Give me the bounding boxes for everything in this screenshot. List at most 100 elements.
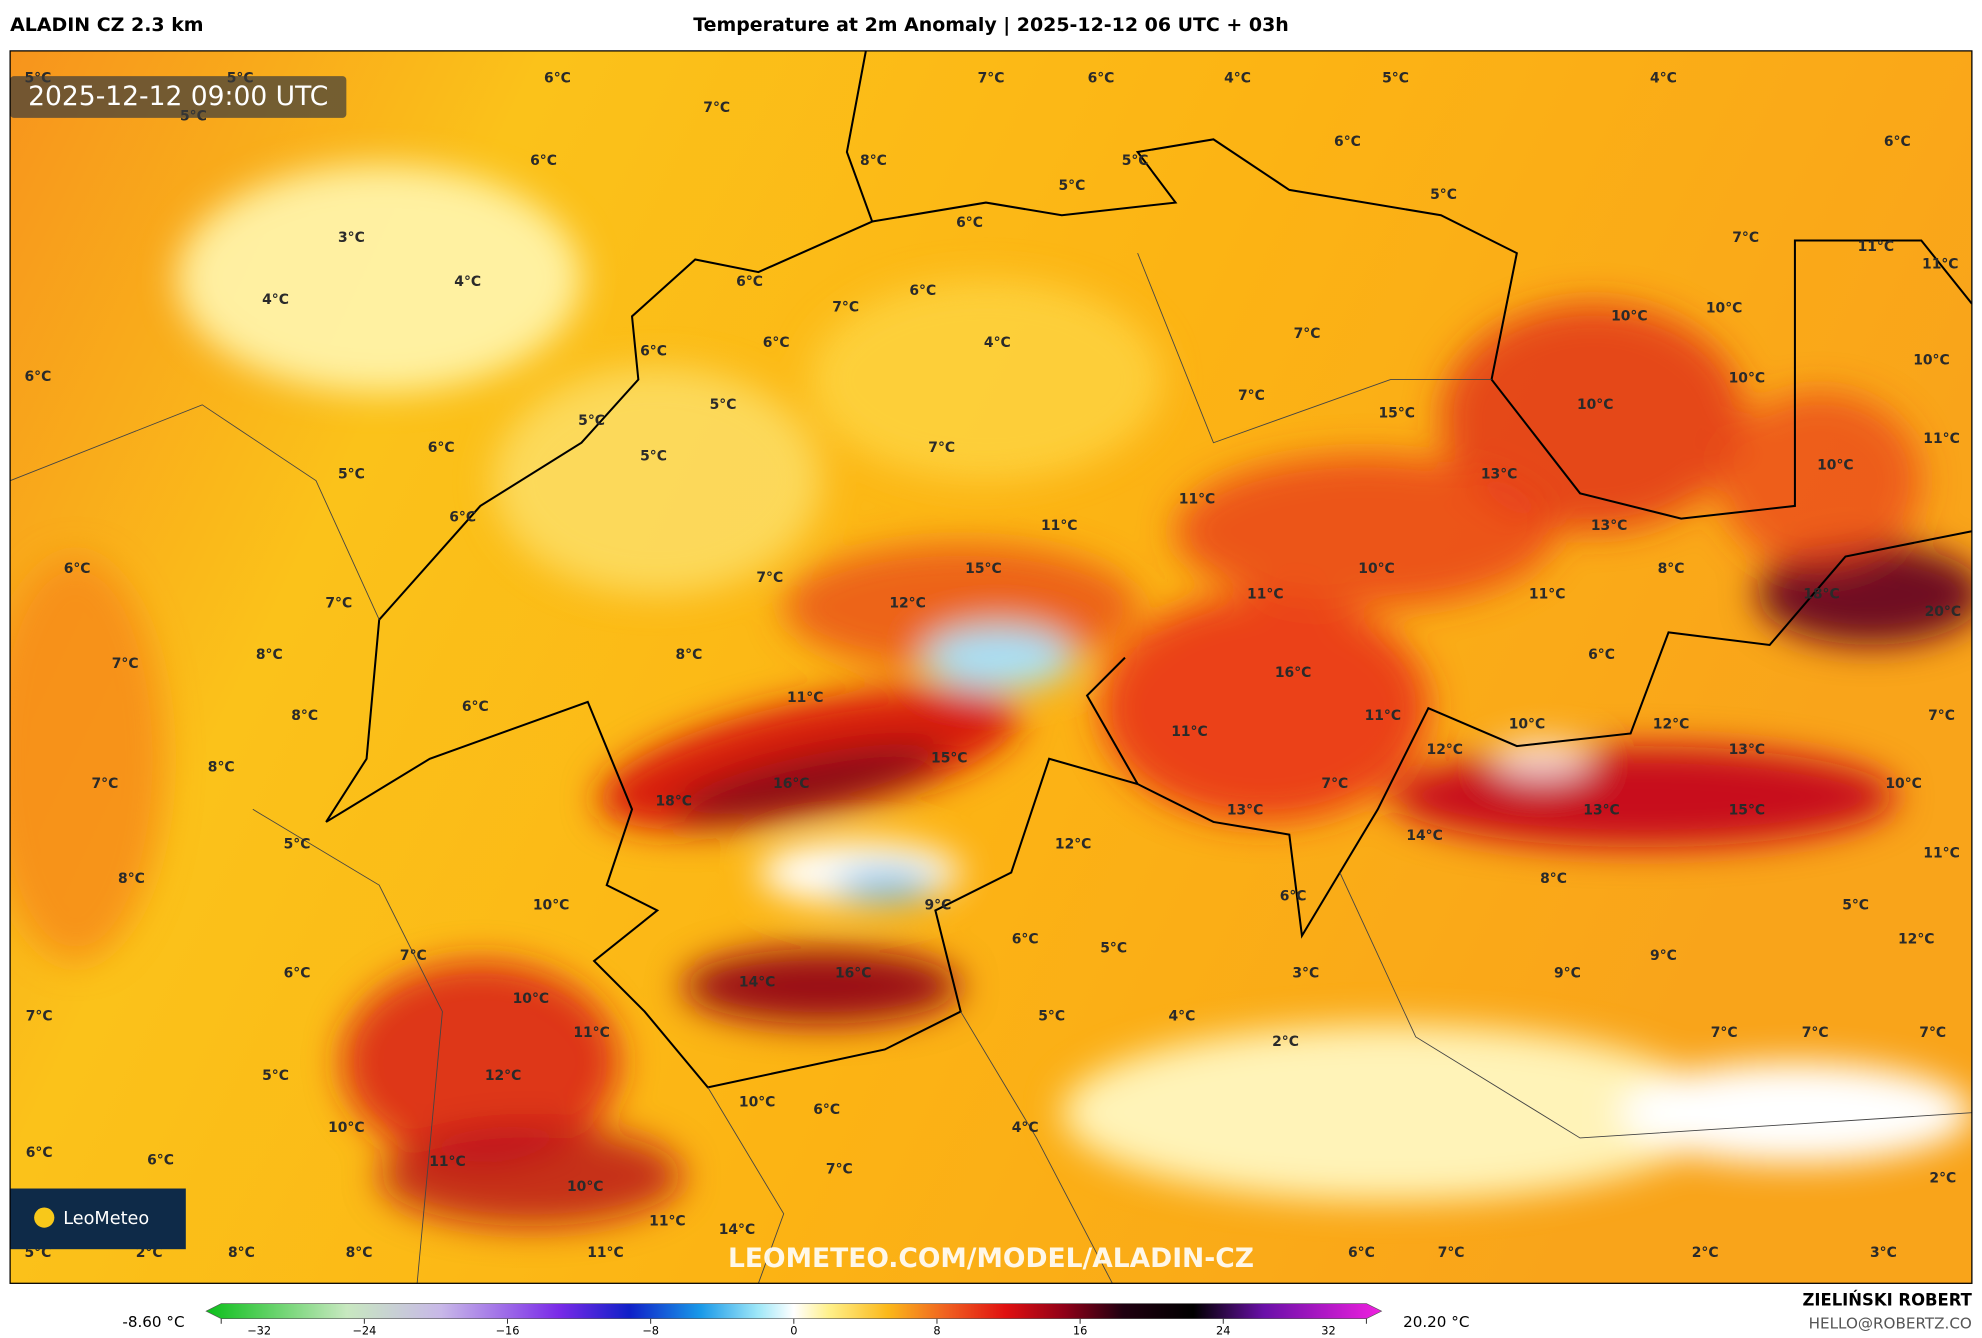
temperature-label: 6°C — [1348, 1245, 1375, 1261]
temperature-label: 6°C — [530, 153, 557, 169]
temperature-label: 16°C — [835, 966, 871, 982]
temperature-label: 8°C — [860, 153, 887, 169]
temperature-label: 5°C — [1382, 71, 1409, 87]
temperature-label: 18°C — [655, 794, 691, 810]
temperature-label: 7°C — [1294, 326, 1321, 342]
temperature-label: 5°C — [1430, 187, 1457, 203]
temperature-label: 7°C — [1438, 1245, 1465, 1261]
temperature-labels: 5°C 5°C 6°C 7°C 7°C 6°C 4°C 5°C 4°C 6°C 5°C 6°C 8°C 5… — [25, 71, 1962, 1261]
colorbar-tick-label: 16 — [1073, 1323, 1087, 1337]
temperature-label: 10°C — [1706, 301, 1742, 317]
temperature-label: 16°C — [1275, 665, 1311, 681]
temperature-field — [10, 164, 1972, 1227]
temperature-label: 8°C — [291, 708, 318, 724]
contact: HELLO@ROBERTZ.CO — [1809, 1314, 1972, 1332]
temperature-label: 6°C — [284, 966, 311, 982]
colorbar-max: 20.20 °C — [1403, 1313, 1469, 1331]
temperature-label: 7°C — [832, 299, 859, 315]
temperature-label: 7°C — [1732, 230, 1759, 246]
temperature-label: 6°C — [1088, 71, 1115, 87]
colorbar-tick-label: 8 — [933, 1323, 940, 1337]
temperature-label: 12°C — [1427, 742, 1463, 758]
temperature-label: 11°C — [587, 1245, 623, 1261]
temperature-label: 10°C — [739, 1095, 775, 1111]
temperature-label: 9°C — [925, 897, 952, 913]
temperature-label: 11°C — [1923, 431, 1959, 447]
timestamp-box — [10, 76, 347, 118]
map-frame — [9, 50, 1973, 1284]
temperature-label: 6°C — [544, 71, 571, 87]
temperature-label: 8°C — [1540, 871, 1567, 887]
temperature-label: 14°C — [1406, 828, 1442, 844]
colorbar-ticks: −32 −24 −16 −8 0 8 16 24 32 — [220, 1318, 1367, 1337]
temperature-label: 11°C — [1922, 257, 1958, 273]
temperature-label: 10°C — [1611, 308, 1647, 324]
temperature-label: 7°C — [1928, 708, 1955, 724]
temperature-label: 7°C — [756, 570, 783, 586]
temperature-label: 3°C — [338, 230, 365, 246]
temperature-label: 12°C — [1653, 717, 1689, 733]
colorbar-min: -8.60 °C — [122, 1313, 184, 1331]
temperature-label: 6°C — [813, 1102, 840, 1118]
temperature-label: 8°C — [228, 1245, 255, 1261]
temperature-label: 10°C — [567, 1179, 603, 1195]
temperature-label: 20°C — [1925, 604, 1961, 620]
temperature-label: 7°C — [400, 948, 427, 964]
temperature-label: 5°C — [1038, 1009, 1065, 1025]
temperature-label: 11°C — [649, 1213, 685, 1229]
temperature-label: 6°C — [1012, 932, 1039, 948]
temperature-label: 13°C — [1729, 742, 1765, 758]
temperature-label: 7°C — [928, 440, 955, 456]
temperature-label: 6°C — [1588, 647, 1615, 663]
temperature-label: 4°C — [1168, 1009, 1195, 1025]
temperature-label: 7°C — [325, 595, 352, 611]
temperature-label: 9°C — [1554, 966, 1581, 982]
temperature-label: 7°C — [978, 71, 1005, 87]
temperature-label: 13°C — [1227, 803, 1263, 819]
temperature-label: 18°C — [1803, 586, 1839, 602]
temperature-label: 2°C — [1272, 1034, 1299, 1050]
temperature-label: 10°C — [1913, 353, 1949, 369]
temperature-label: 14°C — [739, 974, 775, 990]
temperature-label: 4°C — [454, 274, 481, 290]
temperature-label: 15°C — [931, 751, 967, 767]
temperature-label: 11°C — [1041, 518, 1077, 534]
region-borders — [10, 252, 1972, 1284]
temperature-label: 7°C — [1238, 388, 1265, 404]
temperature-label: 6°C — [64, 561, 91, 577]
temperature-label: 13°C — [1583, 803, 1619, 819]
temperature-label: 7°C — [92, 776, 119, 792]
temperature-label: 6°C — [428, 440, 455, 456]
temperature-label: 8°C — [118, 871, 145, 887]
temperature-label: 10°C — [513, 991, 549, 1007]
temperature-label: 7°C — [1711, 1025, 1738, 1041]
temperature-label: 5°C — [284, 837, 311, 853]
temperature-label: 4°C — [262, 292, 289, 308]
temperature-label: 8°C — [1658, 561, 1685, 577]
temperature-label: 6°C — [26, 1145, 53, 1161]
timestamp: 2025-12-12 09:00 UTC — [28, 81, 328, 112]
colorbar — [205, 1303, 1383, 1320]
temperature-label: 5°C — [1842, 897, 1869, 913]
temperature-label: 11°C — [787, 690, 823, 706]
temperature-label: 4°C — [1224, 71, 1251, 87]
temperature-label: 11°C — [1171, 724, 1207, 740]
temperature-label: 6°C — [956, 215, 983, 231]
temperature-label: 8°C — [208, 760, 235, 776]
temperature-label: 11°C — [573, 1025, 609, 1041]
map: 5°C 5°C 6°C 7°C 7°C 6°C 4°C 5°C 4°C 6°C 5°C 6°C 8°C 5… — [10, 50, 1972, 1284]
temperature-label: 15°C — [1379, 406, 1415, 422]
temperature-label: 15°C — [965, 561, 1001, 577]
temperature-label: 11°C — [1923, 846, 1959, 862]
temperature-label: 6°C — [736, 274, 763, 290]
temperature-label: 14°C — [719, 1222, 755, 1238]
temperature-label: 6°C — [1884, 134, 1911, 150]
colorbar-tick-label: −24 — [352, 1323, 376, 1337]
temperature-label: 5°C — [578, 413, 605, 429]
temperature-label: 11°C — [1858, 239, 1894, 255]
temperature-label: 11°C — [1529, 586, 1565, 602]
temperature-label: 7°C — [1802, 1025, 1829, 1041]
temperature-label: 6°C — [147, 1153, 174, 1169]
logo-sun — [34, 1207, 55, 1228]
temperature-label: 8°C — [346, 1245, 373, 1261]
